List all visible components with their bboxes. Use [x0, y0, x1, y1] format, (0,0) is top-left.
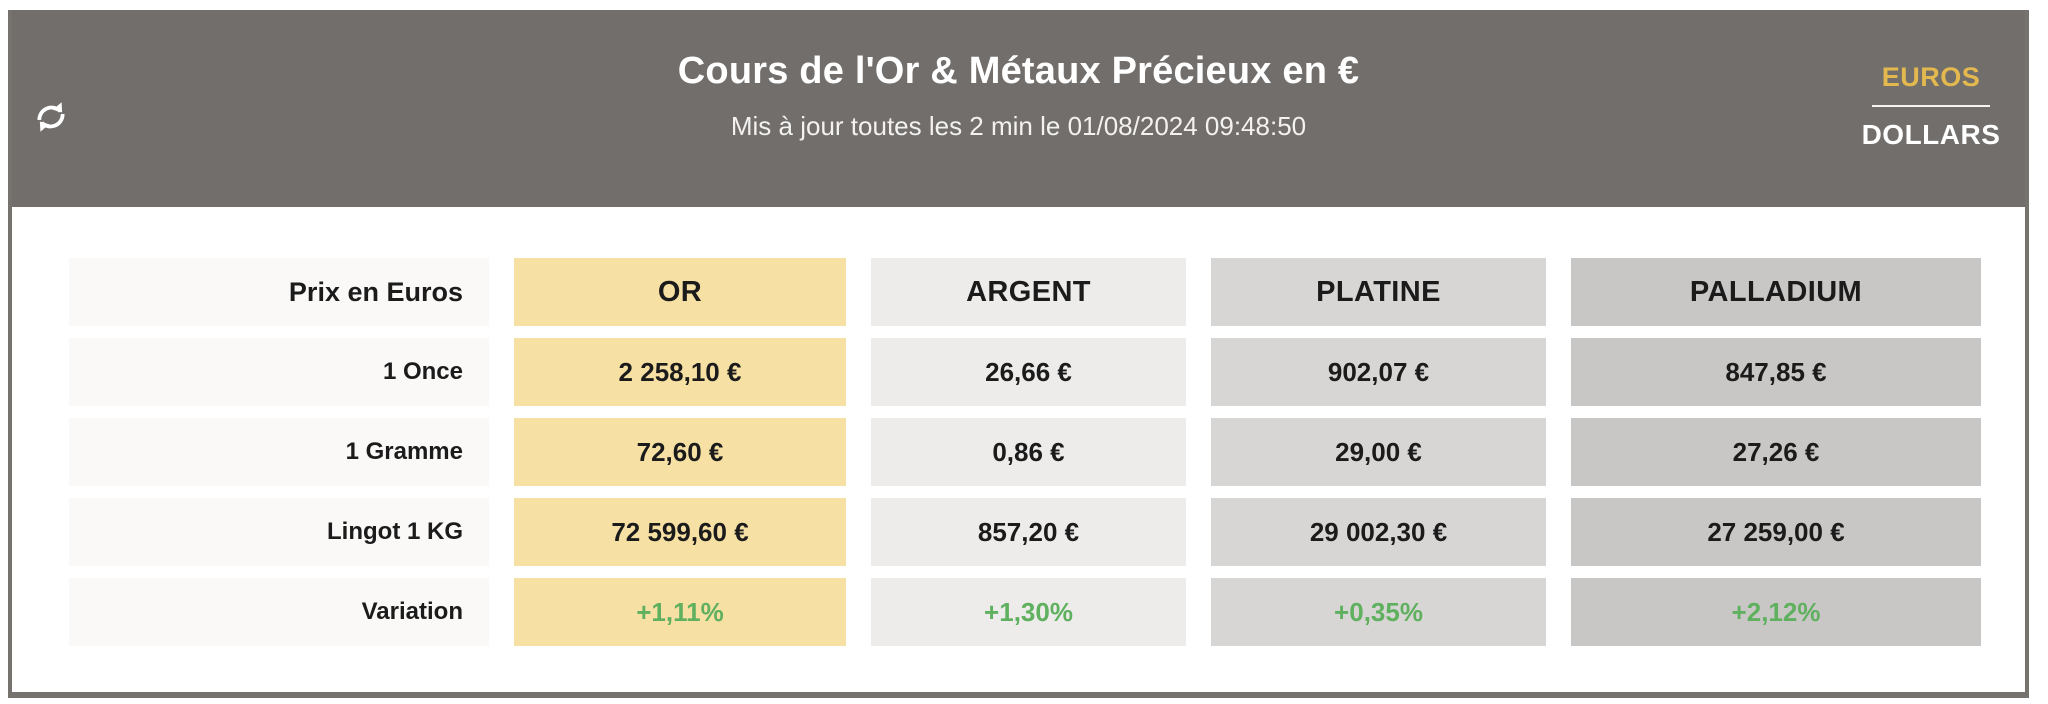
price-cell-platine-once: 902,07 € — [1211, 338, 1546, 406]
variation-cell-platine: +0,35% — [1211, 578, 1546, 646]
price-table: Prix en Euros OR ARGENT PLATINE PALLADIU… — [69, 258, 2025, 646]
column-header-palladium: PALLADIUM — [1571, 258, 1981, 326]
price-cell-or-once: 2 258,10 € — [514, 338, 846, 406]
currency-option-dollars[interactable]: DOLLARS — [1861, 119, 2001, 150]
widget-header: Cours de l'Or & Métaux Précieux en € Mis… — [12, 10, 2025, 207]
price-cell-palladium-lingot: 27 259,00 € — [1571, 498, 1981, 566]
currency-toggle: EUROS DOLLARS — [1851, 62, 2011, 151]
refresh-icon — [37, 102, 65, 132]
widget-body: Prix en Euros OR ARGENT PLATINE PALLADIU… — [12, 207, 2025, 646]
price-cell-platine-gramme: 29,00 € — [1211, 418, 1546, 486]
column-header-platine: PLATINE — [1211, 258, 1546, 326]
price-cell-argent-once: 26,66 € — [871, 338, 1186, 406]
price-cell-palladium-gramme: 27,26 € — [1571, 418, 1981, 486]
currency-option-euros[interactable]: EUROS — [1881, 62, 1981, 92]
column-header-or: OR — [514, 258, 846, 326]
variation-cell-palladium: +2,12% — [1571, 578, 1981, 646]
row-label-once: 1 Once — [69, 338, 489, 406]
row-label-gramme: 1 Gramme — [69, 418, 489, 486]
precious-metals-widget: Cours de l'Or & Métaux Précieux en € Mis… — [8, 10, 2029, 698]
price-cell-argent-gramme: 0,86 € — [871, 418, 1186, 486]
price-cell-or-gramme: 72,60 € — [514, 418, 846, 486]
price-cell-or-lingot: 72 599,60 € — [514, 498, 846, 566]
header-titles: Cours de l'Or & Métaux Précieux en € Mis… — [12, 50, 2025, 142]
row-label-variation: Variation — [69, 578, 489, 646]
price-cell-platine-lingot: 29 002,30 € — [1211, 498, 1546, 566]
variation-cell-or: +1,11% — [514, 578, 846, 646]
row-label-lingot: Lingot 1 KG — [69, 498, 489, 566]
refresh-button[interactable] — [28, 94, 74, 140]
price-cell-palladium-once: 847,85 € — [1571, 338, 1981, 406]
variation-cell-argent: +1,30% — [871, 578, 1186, 646]
column-header-argent: ARGENT — [871, 258, 1186, 326]
page-title: Cours de l'Or & Métaux Précieux en € — [677, 50, 1360, 92]
currency-toggle-divider — [1872, 105, 1990, 107]
table-corner-label: Prix en Euros — [69, 258, 489, 326]
last-updated-status: Mis à jour toutes les 2 min le 01/08/202… — [730, 111, 1307, 141]
price-cell-argent-lingot: 857,20 € — [871, 498, 1186, 566]
